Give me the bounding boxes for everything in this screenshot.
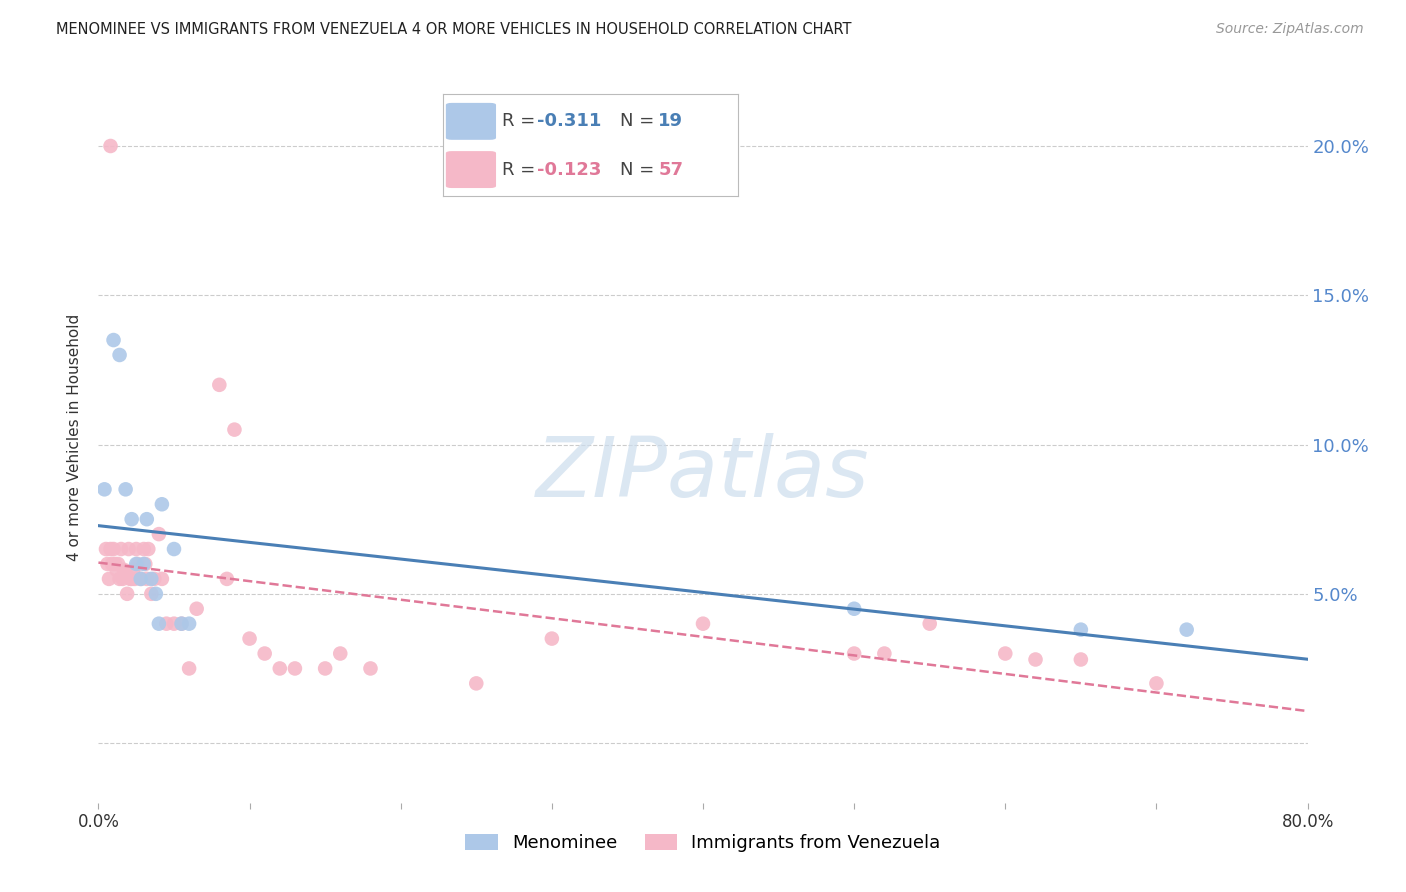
Legend: Menominee, Immigrants from Venezuela: Menominee, Immigrants from Venezuela	[458, 827, 948, 860]
Point	[844, 647, 866, 661]
Point	[124, 572, 146, 586]
Point	[150, 497, 173, 511]
Text: ZIPatlas: ZIPatlas	[536, 434, 870, 514]
Point	[135, 572, 157, 586]
Text: 19: 19	[658, 112, 683, 130]
Text: MENOMINEE VS IMMIGRANTS FROM VENEZUELA 4 OR MORE VEHICLES IN HOUSEHOLD CORRELATI: MENOMINEE VS IMMIGRANTS FROM VENEZUELA 4…	[56, 22, 852, 37]
Point	[121, 512, 143, 526]
Point	[148, 527, 170, 541]
Point	[141, 572, 163, 586]
Point	[215, 572, 238, 586]
Point	[1070, 652, 1092, 666]
Point	[994, 647, 1017, 661]
Point	[108, 572, 131, 586]
Point	[135, 512, 157, 526]
Point	[93, 483, 115, 497]
Point	[208, 377, 231, 392]
Point	[145, 587, 167, 601]
Point	[918, 616, 941, 631]
Point	[143, 572, 166, 586]
Point	[104, 557, 127, 571]
Point	[136, 542, 159, 557]
Point	[253, 647, 276, 661]
Point	[110, 542, 132, 557]
Point	[96, 557, 118, 571]
Point	[1144, 676, 1167, 690]
Point	[134, 557, 156, 571]
Point	[121, 572, 143, 586]
Point	[1175, 623, 1198, 637]
Point	[1070, 623, 1092, 637]
Point	[129, 572, 152, 586]
Point	[125, 557, 148, 571]
Text: N =: N =	[620, 112, 659, 130]
FancyBboxPatch shape	[446, 151, 496, 188]
Point	[132, 542, 155, 557]
Point	[114, 566, 136, 580]
Point	[1024, 652, 1046, 666]
Point	[224, 423, 246, 437]
Text: 57: 57	[658, 161, 683, 178]
Point	[111, 572, 134, 586]
Point	[179, 616, 201, 631]
Point	[163, 542, 186, 557]
Point	[329, 647, 352, 661]
Point	[150, 572, 173, 586]
Point	[120, 572, 142, 586]
Point	[107, 557, 129, 571]
Point	[844, 601, 866, 615]
Point	[101, 557, 124, 571]
Point	[148, 616, 170, 631]
Point	[114, 483, 136, 497]
Point	[115, 587, 138, 601]
Point	[112, 563, 135, 577]
Point	[132, 557, 155, 571]
Point	[692, 616, 714, 631]
Point	[103, 542, 125, 557]
Y-axis label: 4 or more Vehicles in Household: 4 or more Vehicles in Household	[67, 313, 83, 561]
Point	[122, 563, 145, 577]
Text: -0.311: -0.311	[537, 112, 602, 130]
Point	[155, 616, 177, 631]
Point	[125, 542, 148, 557]
Point	[186, 601, 208, 615]
Point	[129, 572, 152, 586]
Point	[179, 661, 201, 675]
Point	[269, 661, 291, 675]
Point	[100, 139, 122, 153]
Point	[108, 348, 131, 362]
Point	[314, 661, 336, 675]
Point	[170, 616, 193, 631]
Point	[94, 542, 117, 557]
Point	[284, 661, 307, 675]
Point	[100, 542, 122, 557]
Point	[360, 661, 382, 675]
Point	[103, 333, 125, 347]
Text: N =: N =	[620, 161, 659, 178]
Point	[105, 563, 128, 577]
Text: R =: R =	[502, 161, 541, 178]
Point	[540, 632, 562, 646]
Text: Source: ZipAtlas.com: Source: ZipAtlas.com	[1216, 22, 1364, 37]
FancyBboxPatch shape	[446, 103, 496, 140]
Point	[118, 542, 141, 557]
Point	[163, 616, 186, 631]
Point	[239, 632, 262, 646]
Point	[98, 572, 121, 586]
Text: R =: R =	[502, 112, 541, 130]
Point	[465, 676, 488, 690]
Point	[170, 616, 193, 631]
Text: -0.123: -0.123	[537, 161, 602, 178]
Point	[127, 557, 149, 571]
Point	[141, 587, 163, 601]
Point	[873, 647, 896, 661]
